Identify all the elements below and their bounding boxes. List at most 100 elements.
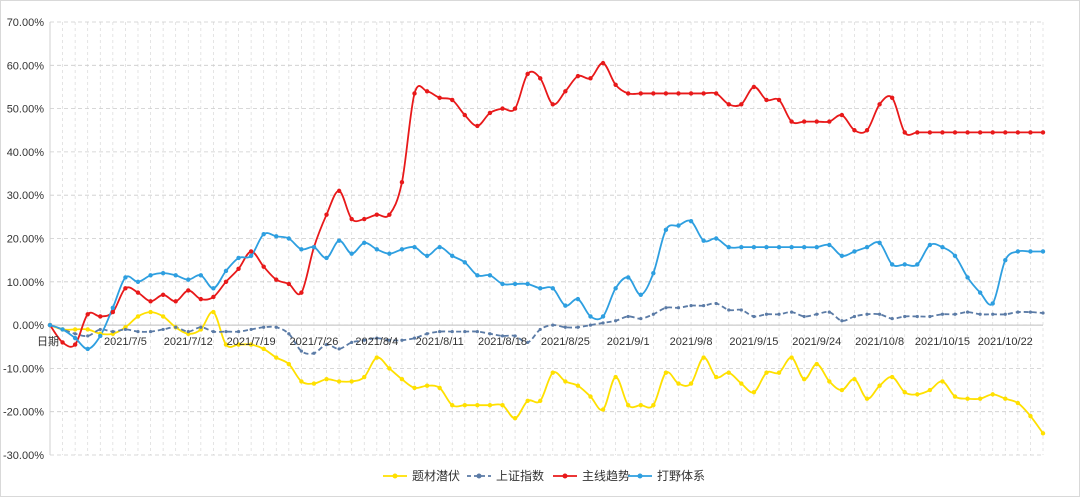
data-point-0	[965, 396, 970, 401]
data-point-1	[551, 323, 555, 327]
data-point-1	[400, 338, 404, 342]
data-point-1	[98, 327, 102, 332]
data-point-3	[688, 218, 694, 224]
data-point-3	[311, 244, 317, 250]
data-point-2	[387, 212, 392, 217]
data-point-2	[927, 130, 933, 135]
data-point-1	[274, 325, 278, 329]
data-point-0	[85, 327, 90, 332]
data-point-0	[726, 370, 731, 375]
data-point-3	[236, 255, 241, 261]
data-point-2	[186, 288, 191, 293]
data-point-3	[839, 253, 845, 259]
x-tick-label: 2021/10/8	[855, 336, 904, 348]
data-point-0	[801, 377, 807, 382]
data-point-1	[1003, 312, 1007, 316]
x-tick-label: 2021/10/15	[915, 336, 970, 348]
data-point-0	[927, 387, 933, 393]
data-point-3	[60, 327, 65, 332]
data-point-2	[814, 119, 819, 124]
data-point-1	[450, 329, 454, 334]
data-point-0	[902, 390, 907, 395]
data-point-3	[424, 253, 430, 259]
data-point-0	[500, 403, 505, 408]
data-point-2	[726, 102, 731, 107]
data-point-2	[538, 76, 543, 81]
data-point-2	[839, 112, 845, 118]
data-point-3	[1028, 249, 1033, 254]
data-point-0	[412, 385, 417, 391]
data-point-1	[727, 308, 731, 312]
data-point-3	[563, 303, 568, 308]
legend-label-1: 上证指数	[496, 468, 544, 483]
data-point-3	[877, 240, 882, 246]
data-point-3	[487, 273, 493, 278]
data-point-0	[248, 342, 254, 347]
data-point-0	[211, 309, 216, 315]
data-point-1	[1041, 311, 1045, 315]
y-tick-label: 40.00%	[7, 147, 45, 159]
data-point-3	[1040, 249, 1046, 254]
data-point-1	[827, 310, 831, 314]
data-point-3	[726, 244, 731, 250]
data-point-3	[676, 223, 681, 228]
data-point-1	[73, 332, 77, 336]
data-point-0	[563, 379, 568, 384]
data-point-2	[915, 130, 920, 135]
data-point-3	[789, 244, 794, 250]
data-point-2	[148, 299, 153, 304]
data-point-3	[538, 286, 543, 291]
data-point-0	[349, 379, 354, 384]
data-point-3	[123, 275, 128, 280]
data-point-3	[47, 322, 53, 328]
data-point-0	[299, 379, 304, 384]
data-point-0	[374, 355, 380, 360]
data-point-2	[1040, 130, 1046, 135]
data-point-2	[362, 216, 367, 222]
data-point-1	[463, 329, 467, 334]
data-point-3	[739, 244, 744, 250]
x-tick-label: 2021/7/12	[164, 336, 213, 348]
data-point-1	[538, 327, 542, 332]
data-point-0	[600, 407, 606, 412]
data-point-0	[160, 314, 166, 319]
data-point-3	[663, 227, 669, 233]
x-tick-label: 2021/8/25	[541, 336, 590, 348]
data-point-2	[424, 89, 430, 94]
data-point-0	[1003, 396, 1008, 401]
data-point-1	[915, 314, 919, 319]
data-point-1	[614, 319, 618, 323]
data-point-3	[638, 292, 643, 297]
x-axis-ticks: 2021/7/5 2021/7/12 2021/7/19 2021/7/26 2021/…	[104, 336, 1033, 348]
data-point-3	[588, 314, 593, 319]
data-point-0	[424, 383, 430, 388]
data-point-3	[186, 277, 191, 282]
data-point-3	[349, 251, 354, 256]
data-point-1	[312, 351, 316, 355]
data-point-0	[387, 366, 392, 371]
data-point-2	[160, 292, 166, 297]
data-point-0	[437, 385, 442, 391]
data-point-1	[526, 340, 530, 345]
data-point-2	[60, 340, 65, 345]
x-axis-label: 日期	[37, 335, 59, 348]
data-point-2	[940, 130, 945, 135]
data-point-3	[915, 262, 920, 267]
data-point-0	[751, 390, 757, 395]
legend: 题材潜伏 上证指数 主线趋势 打野体系	[383, 468, 705, 483]
data-point-0	[475, 403, 480, 408]
data-point-2	[864, 128, 870, 133]
data-point-3	[940, 244, 945, 250]
data-point-1	[362, 338, 366, 342]
data-point-1	[337, 347, 341, 351]
data-point-1	[211, 329, 216, 334]
data-point-3	[211, 286, 216, 291]
data-point-1	[186, 329, 190, 334]
data-point-2	[952, 130, 958, 135]
data-point-1	[852, 314, 857, 319]
data-point-2	[713, 91, 719, 96]
legend-label-0: 题材潜伏	[412, 469, 460, 483]
data-point-2	[764, 97, 769, 103]
